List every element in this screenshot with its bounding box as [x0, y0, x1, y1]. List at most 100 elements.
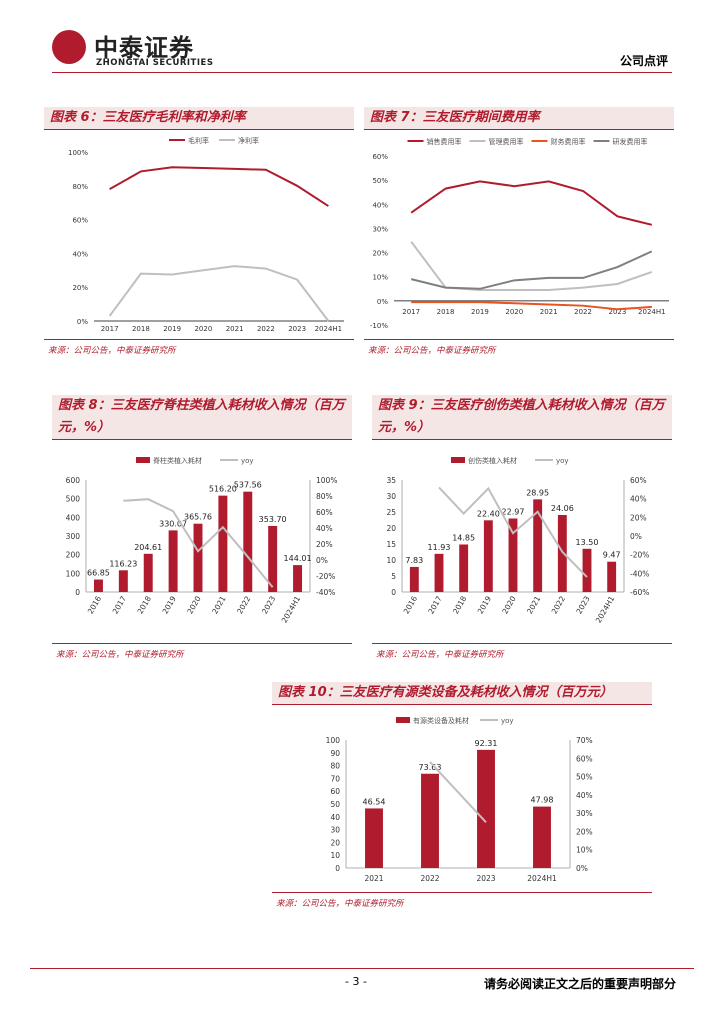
- x-tick-label: 2016: [402, 594, 419, 615]
- header-divider: [52, 72, 672, 73]
- x-tick-label: 2023: [609, 308, 627, 316]
- page-number: - 3 -: [345, 975, 367, 988]
- bar-2022: [421, 773, 439, 868]
- y-right-tick-label: 70%: [576, 736, 593, 745]
- x-tick-label: 2020: [194, 325, 212, 333]
- y-left-tick-label: 25: [386, 508, 396, 517]
- x-tick-label: 2018: [132, 325, 150, 333]
- bar-value-label: 537.56: [234, 481, 262, 490]
- y-left-tick-label: 20: [330, 838, 340, 847]
- x-tick-label: 2022: [235, 594, 252, 615]
- x-tick-label: 2017: [402, 308, 420, 316]
- series-line-1: [410, 241, 653, 291]
- legend-bar-swatch: [136, 457, 150, 463]
- y-left-tick-label: 70: [330, 774, 340, 783]
- fig6-source: 来源：公司公告，中泰证券研究所: [48, 346, 176, 356]
- y-tick-label: 50%: [372, 177, 388, 185]
- legend-label-1: 净利率: [238, 136, 259, 145]
- y-tick-label: 100%: [68, 149, 88, 157]
- legend-label-2: 财务费用率: [551, 137, 586, 146]
- x-tick-label: 2021: [210, 594, 227, 615]
- bar-2021: [533, 499, 543, 592]
- fig10-title: 图表 10：三友医疗有源类设备及耗材收入情况（百万元）: [278, 685, 613, 700]
- bar-2018: [459, 544, 469, 592]
- y-right-tick-label: 20%: [630, 513, 647, 522]
- bar-2020: [193, 523, 203, 592]
- fig9-title-box: 图表 9：三友医疗创伤类植入耗材收入情况（百万 元，%）: [372, 395, 672, 439]
- y-right-tick-label: 40%: [576, 791, 593, 800]
- x-tick-label: 2024H1: [280, 594, 303, 624]
- fig10-title-underline: [272, 704, 652, 705]
- x-tick-label: 2020: [185, 594, 202, 615]
- y-tick-label: 40%: [72, 250, 88, 258]
- y-right-tick-label: -60%: [630, 588, 649, 597]
- bar-2021: [365, 808, 383, 868]
- y-right-tick-label: 30%: [576, 809, 593, 818]
- fig8-title-line2: 元，%）: [58, 420, 111, 435]
- fig9-title-line2: 元，%）: [378, 420, 431, 435]
- y-tick-label: 20%: [372, 250, 388, 258]
- fig7-title-underline: [364, 129, 674, 130]
- bar-value-label: 92.31: [475, 739, 498, 748]
- fig10-source: 来源：公司公告，中泰证券研究所: [276, 899, 404, 909]
- y-left-tick-label: 0: [75, 588, 80, 597]
- fig9-title-underline: [372, 439, 672, 440]
- y-right-tick-label: 0%: [630, 532, 642, 541]
- x-tick-label: 2019: [471, 308, 489, 316]
- document-type: 公司点评: [619, 54, 668, 68]
- y-left-tick-label: 0: [391, 588, 396, 597]
- fig7-source-divider: [364, 339, 674, 340]
- y-right-tick-label: -20%: [316, 572, 335, 581]
- x-tick-label: 2023: [476, 874, 495, 883]
- y-right-tick-label: 20%: [316, 540, 333, 549]
- y-tick-label: 10%: [372, 274, 388, 282]
- x-tick-label: 2018: [437, 308, 455, 316]
- x-tick-label: 2018: [136, 594, 153, 615]
- fig8-title-box: 图表 8：三友医疗脊柱类植入耗材收入情况（百万 元，%）: [52, 395, 352, 439]
- bar-value-label: 13.50: [576, 538, 599, 547]
- y-left-tick-label: 10: [386, 556, 396, 565]
- bar-2024H1: [533, 806, 551, 868]
- x-tick-label: 2023: [288, 325, 306, 333]
- y-left-tick-label: 0: [335, 864, 340, 873]
- y-left-tick-label: 100: [326, 736, 341, 745]
- footer-disclaimer: 请务必阅读正文之后的重要声明部分: [483, 977, 676, 991]
- fig8-title-line1: 图表 8：三友医疗脊柱类植入耗材收入情况（百万: [58, 398, 345, 413]
- fig7-chart: 销售费用率 管理费用率 财务费用率 研发费用率 -10% 0% 10% 20% 30% 40% 50…: [370, 137, 669, 330]
- x-tick-label: 2022: [550, 594, 567, 615]
- fig8-chart: 脊柱类植入耗材 yoy 0 100 200 300 400 500 600 -40% -20% 0% 2…: [66, 456, 338, 625]
- bar-2023: [582, 548, 592, 592]
- y-tick-label: 60%: [372, 153, 388, 161]
- x-tick-label: 2023: [574, 594, 591, 615]
- y-right-tick-label: 60%: [576, 754, 593, 763]
- fig9-title-line1: 图表 9：三友医疗创伤类植入耗材收入情况（百万: [378, 398, 665, 413]
- footer-divider: [30, 968, 694, 969]
- fig7-title: 图表 7：三友医疗期间费用率: [370, 110, 540, 125]
- yoy-line: [438, 486, 588, 578]
- fig10-chart: 有源类设备及耗材 yoy 0 10 20 30 40 50 60 70 80 90 100 0% 10% 20…: [326, 716, 593, 883]
- x-tick-label: 2022: [420, 874, 439, 883]
- y-left-tick-label: 300: [66, 532, 81, 541]
- bar-2018: [143, 553, 153, 592]
- x-tick-label: 2021: [525, 594, 542, 615]
- bar-2024H1: [293, 565, 303, 592]
- legend-line-label: yoy: [556, 457, 569, 465]
- x-tick-label: 2023: [260, 594, 277, 615]
- legend-bar-label: 有源类设备及耗材: [413, 716, 469, 725]
- x-tick-label: 2019: [163, 325, 181, 333]
- y-tick-label: 20%: [72, 284, 88, 292]
- fig10-source-divider: [272, 892, 652, 893]
- y-tick-label: 0%: [77, 318, 88, 326]
- y-right-tick-label: 60%: [630, 476, 647, 485]
- bar-value-label: 46.54: [363, 797, 386, 806]
- legend-line-label: yoy: [501, 717, 514, 725]
- y-left-tick-label: 100: [66, 569, 81, 578]
- fig10-title-box: 图表 10：三友医疗有源类设备及耗材收入情况（百万元）: [272, 682, 652, 704]
- fig9-source-divider: [372, 643, 672, 644]
- bar-value-label: 204.61: [134, 543, 162, 552]
- x-tick-label: 2022: [574, 308, 592, 316]
- y-left-tick-label: 20: [386, 524, 396, 533]
- y-right-tick-label: -40%: [630, 569, 649, 578]
- bar-2022: [243, 491, 253, 592]
- y-right-tick-label: 0%: [576, 864, 588, 873]
